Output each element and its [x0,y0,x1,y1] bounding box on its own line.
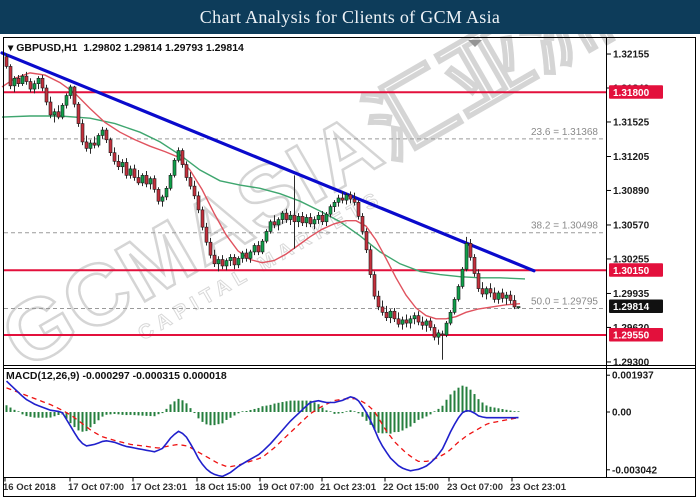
svg-text:23 Oct 23:01: 23 Oct 23:01 [510,482,567,493]
fibonacci-levels[interactable]: 23.6 = 1.31368 38.2 = 1.30498 50.0 = 1.297… [4,127,607,310]
pane-separator[interactable] [3,365,696,369]
time-axis[interactable]: 16 Oct 2018 17 Oct 07:00 17 Oct 23:01 18 Oc… [3,477,567,494]
price-axis[interactable]: 1.321551.318401.315251.312051.308901.305… [3,38,696,478]
ohlc-quotes: 1.29802 1.29814 1.29793 1.29814 [83,42,244,54]
price-badges: 1.31800 1.30150 1.29550 1.29814 [609,85,663,342]
svg-text:1.29814: 1.29814 [613,302,650,313]
svg-text:1.31525: 1.31525 [613,117,650,128]
svg-text:23.6 = 1.31368: 23.6 = 1.31368 [531,127,598,138]
chart-window-border [3,37,696,497]
support-resistance-lines[interactable] [4,91,607,336]
macd-indicator-header: MACD(12,26,9) -0.000297 -0.000315 0.0000… [6,370,227,382]
candles[interactable] [4,53,521,360]
svg-text:1.31205: 1.31205 [613,152,650,163]
title-bar: Chart Analysis for Clients of GCM Asia [0,0,700,34]
svg-text:-0.003042: -0.003042 [612,465,657,476]
svg-text:23 Oct 07:00: 23 Oct 07:00 [447,482,503,493]
svg-text:17 Oct 23:01: 17 Oct 23:01 [131,482,188,493]
svg-text:1.30890: 1.30890 [613,186,650,197]
svg-text:1.30255: 1.30255 [613,254,650,265]
ma-green-line [1,115,526,280]
svg-text:1.29550: 1.29550 [613,330,650,341]
page-title: Chart Analysis for Clients of GCM Asia [199,6,501,27]
svg-text:17 Oct 07:00: 17 Oct 07:00 [68,482,124,493]
svg-text:16 Oct 2018: 16 Oct 2018 [3,482,56,493]
svg-text:1.32155: 1.32155 [613,50,650,61]
svg-text:38.2 = 1.30498: 38.2 = 1.30498 [531,221,598,232]
svg-text:1.31800: 1.31800 [613,88,650,99]
svg-text:50.0 = 1.29795: 50.0 = 1.29795 [531,297,598,308]
svg-text:18 Oct 15:00: 18 Oct 15:00 [195,482,251,493]
trendline[interactable] [0,51,536,273]
svg-text:1.29300: 1.29300 [613,357,650,368]
macd-pane[interactable] [5,380,520,478]
macd-values: -0.000297 -0.000315 0.000018 [82,370,227,382]
symbol-marker-icon: ▾ [8,42,14,54]
svg-text:21 Oct 23:01: 21 Oct 23:01 [320,482,377,493]
macd-main-line [5,380,519,478]
svg-text:22 Oct 15:00: 22 Oct 15:00 [383,482,439,493]
scroll-position-icon[interactable] [468,40,482,47]
svg-text:19 Oct 07:00: 19 Oct 07:00 [258,482,314,493]
moving-averages [1,72,526,320]
symbol-label: GBPUSD,H1 [16,42,78,54]
svg-text:1.30570: 1.30570 [613,220,650,231]
svg-text:1.30150: 1.30150 [613,266,650,277]
macd-name: MACD(12,26,9) [6,370,80,382]
svg-text:0.00: 0.00 [612,408,632,419]
chart-ohlc-header: ▾ GBPUSD,H1 1.29802 1.29814 1.29793 1.29… [8,42,244,54]
svg-text:1.29935: 1.29935 [613,289,650,300]
ma-red-line [1,72,521,320]
svg-text:0.001937: 0.001937 [612,371,654,382]
